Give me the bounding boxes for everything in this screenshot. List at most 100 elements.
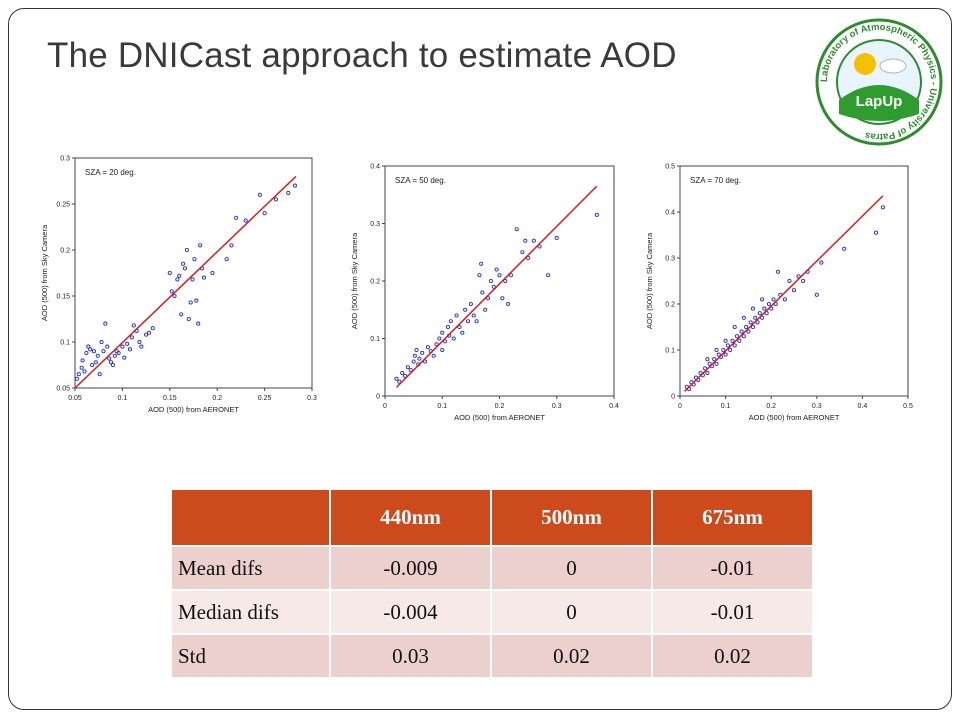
data-point (423, 359, 428, 364)
data-point (705, 357, 710, 362)
data-point (137, 339, 142, 345)
data-point (485, 296, 491, 301)
data-point (127, 347, 133, 352)
data-point (880, 205, 885, 210)
data-point (411, 359, 416, 364)
x-tick-label: 0.2 (766, 403, 776, 410)
data-point (483, 307, 488, 312)
data-point (179, 312, 184, 317)
data-point (771, 297, 776, 302)
data-point (286, 190, 291, 196)
data-point (108, 360, 114, 365)
cloud-icon (879, 58, 907, 74)
data-point (408, 368, 413, 373)
data-point (112, 353, 117, 358)
data-point (400, 370, 405, 376)
data-point (80, 358, 85, 363)
data-point (874, 230, 879, 235)
data-point (744, 324, 749, 330)
table-header-cell: 440nm (329, 488, 492, 547)
data-point (412, 353, 417, 358)
data-point (488, 278, 493, 284)
table-cell: 0.03 (329, 633, 492, 679)
data-point (714, 347, 719, 353)
data-point (82, 369, 87, 374)
data-point (146, 330, 151, 335)
y-tick-label: 0.4 (370, 164, 380, 171)
data-point (196, 321, 201, 326)
scatter-plot-sza-20: 0.05 0.1 0.15 0.2 0.25 0.3 0.05 0.1 0.15 0.2 0.25 0… (40, 156, 317, 415)
x-tick-label: 0 (678, 403, 682, 410)
data-point (479, 261, 484, 266)
table-header-cell (170, 488, 331, 547)
data-point (184, 247, 189, 253)
y-axis-label: AOD (500) from Sky Camera (350, 232, 359, 329)
y-tick-label: 0.25 (56, 202, 70, 209)
x-axis-label: AOD (500) from AERONET (454, 413, 545, 422)
data-point (721, 347, 726, 353)
x-axis-label: AOD (500) from AERONET (148, 405, 239, 414)
data-point (397, 379, 402, 384)
data-point (732, 343, 737, 348)
x-tick-label: 0.1 (721, 403, 731, 410)
data-point (503, 278, 508, 284)
table-header-row: 440nm 500nm 675nm (170, 488, 814, 547)
y-tick-label: 0 (671, 394, 675, 401)
fit-line (395, 185, 598, 388)
data-point (402, 373, 408, 378)
data-point (437, 336, 442, 341)
data-point (741, 334, 746, 339)
data-point (394, 376, 399, 381)
data-point (192, 257, 197, 262)
data-point (292, 183, 297, 188)
data-point (224, 257, 229, 262)
data-point (801, 278, 806, 284)
data-point (465, 319, 471, 324)
data-point (186, 316, 191, 322)
data-point (732, 324, 737, 330)
data-point (468, 301, 473, 307)
x-tick-label: 0.25 (258, 395, 272, 402)
data-point (110, 362, 115, 368)
x-axis-label: AOD (500) from AERONET (749, 413, 840, 422)
table-row: Mean difs -0.009 0 -0.01 (170, 545, 814, 591)
table-cell: 0 (490, 589, 653, 635)
y-tick-label: 0.1 (60, 340, 70, 347)
y-tick-label: 0.5 (665, 164, 675, 171)
data-point (97, 372, 102, 377)
table-row: Std 0.03 0.02 0.02 (170, 633, 814, 679)
data-point (445, 324, 451, 330)
x-tick-label: 0.15 (163, 395, 177, 402)
data-point (523, 238, 528, 243)
y-axis-label: AOD (500) from Sky Camera (645, 232, 654, 329)
data-point (198, 243, 203, 248)
data-point (526, 255, 531, 261)
data-point (842, 246, 847, 251)
data-point (707, 361, 712, 366)
data-point (88, 347, 93, 352)
y-tick-label: 0 (376, 394, 380, 401)
data-point (107, 356, 112, 361)
table-cell: -0.004 (329, 589, 492, 635)
data-point (229, 243, 234, 248)
data-point (457, 324, 462, 330)
data-point (440, 347, 445, 353)
data-point (741, 315, 746, 320)
x-tick-label: 0.1 (118, 395, 128, 402)
data-point (105, 344, 110, 349)
table-cell: -0.009 (329, 545, 492, 591)
data-point (728, 347, 733, 353)
x-tick-label: 0.4 (858, 403, 868, 410)
table-cell: -0.01 (651, 545, 814, 591)
plot-frame (384, 165, 615, 397)
data-point (491, 284, 496, 289)
x-tick-label: 0.2 (495, 403, 505, 410)
data-point (753, 315, 758, 320)
data-point (494, 267, 499, 272)
data-point (129, 335, 134, 340)
data-point (125, 341, 130, 346)
data-point (181, 261, 186, 266)
plot-annotation: SZA = 20 deg. (85, 168, 136, 177)
data-point (139, 344, 144, 349)
data-point (95, 353, 100, 358)
